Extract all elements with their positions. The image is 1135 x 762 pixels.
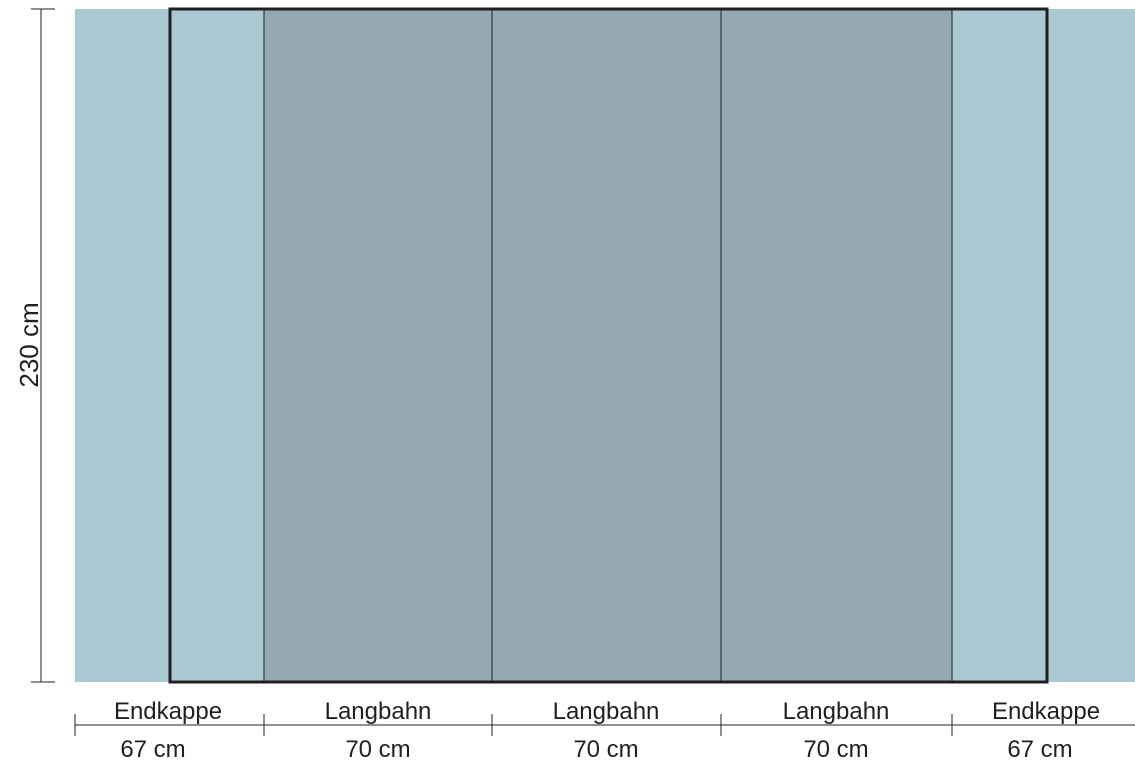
panel-langbahn-1	[264, 9, 492, 682]
panel-type-labels: Endkappe Langbahn Langbahn Langbahn Endk…	[114, 698, 1100, 725]
panel-width-label: 70 cm	[345, 736, 410, 762]
panel-type-label: Langbahn	[553, 698, 660, 725]
panel-endkappe-right	[952, 9, 1047, 682]
panel-width-label: 70 cm	[573, 736, 638, 762]
height-dimension: 230 cm	[14, 8, 55, 683]
panel-width-label: 67 cm	[1007, 736, 1072, 762]
panel-endkappe-left	[170, 9, 264, 682]
panel-type-label: Langbahn	[325, 698, 432, 725]
panel-width-labels: 67 cm 70 cm 70 cm 70 cm 67 cm	[120, 736, 1072, 762]
panel-type-label: Endkappe	[992, 698, 1100, 725]
panel-seams	[263, 9, 953, 682]
panel-type-label: Endkappe	[114, 698, 222, 725]
panel-rects	[75, 9, 1135, 682]
panel-endkappe-left-outer	[75, 9, 170, 682]
panel-endkappe-right-outer	[1047, 9, 1135, 682]
width-dimension	[74, 714, 1135, 736]
panel-width-label: 70 cm	[803, 736, 868, 762]
height-label: 230 cm	[14, 302, 44, 387]
panel-langbahn-3	[721, 9, 952, 682]
panel-langbahn-2	[492, 9, 721, 682]
visible-area-frame	[168, 7, 1049, 684]
panel-width-label: 67 cm	[120, 736, 185, 762]
panel-type-label: Langbahn	[783, 698, 890, 725]
